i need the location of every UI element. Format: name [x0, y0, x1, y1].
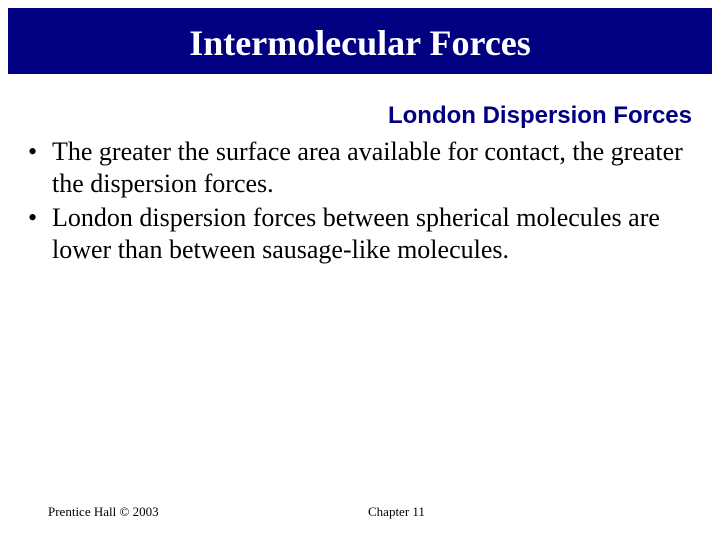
- footer-chapter: Chapter 11: [360, 504, 720, 520]
- bullet-item: • The greater the surface area available…: [24, 136, 692, 200]
- bullet-text: London dispersion forces between spheric…: [52, 202, 692, 266]
- slide-subtitle: London Dispersion Forces: [0, 74, 720, 136]
- bullet-item: • London dispersion forces between spher…: [24, 202, 692, 266]
- bullet-marker: •: [24, 136, 52, 168]
- content-area: • The greater the surface area available…: [0, 136, 720, 266]
- title-bar: Intermolecular Forces: [8, 8, 712, 74]
- footer-copyright: Prentice Hall © 2003: [0, 504, 360, 520]
- footer: Prentice Hall © 2003 Chapter 11: [0, 504, 720, 520]
- bullet-marker: •: [24, 202, 52, 234]
- bullet-text: The greater the surface area available f…: [52, 136, 692, 200]
- slide-title: Intermolecular Forces: [8, 22, 712, 64]
